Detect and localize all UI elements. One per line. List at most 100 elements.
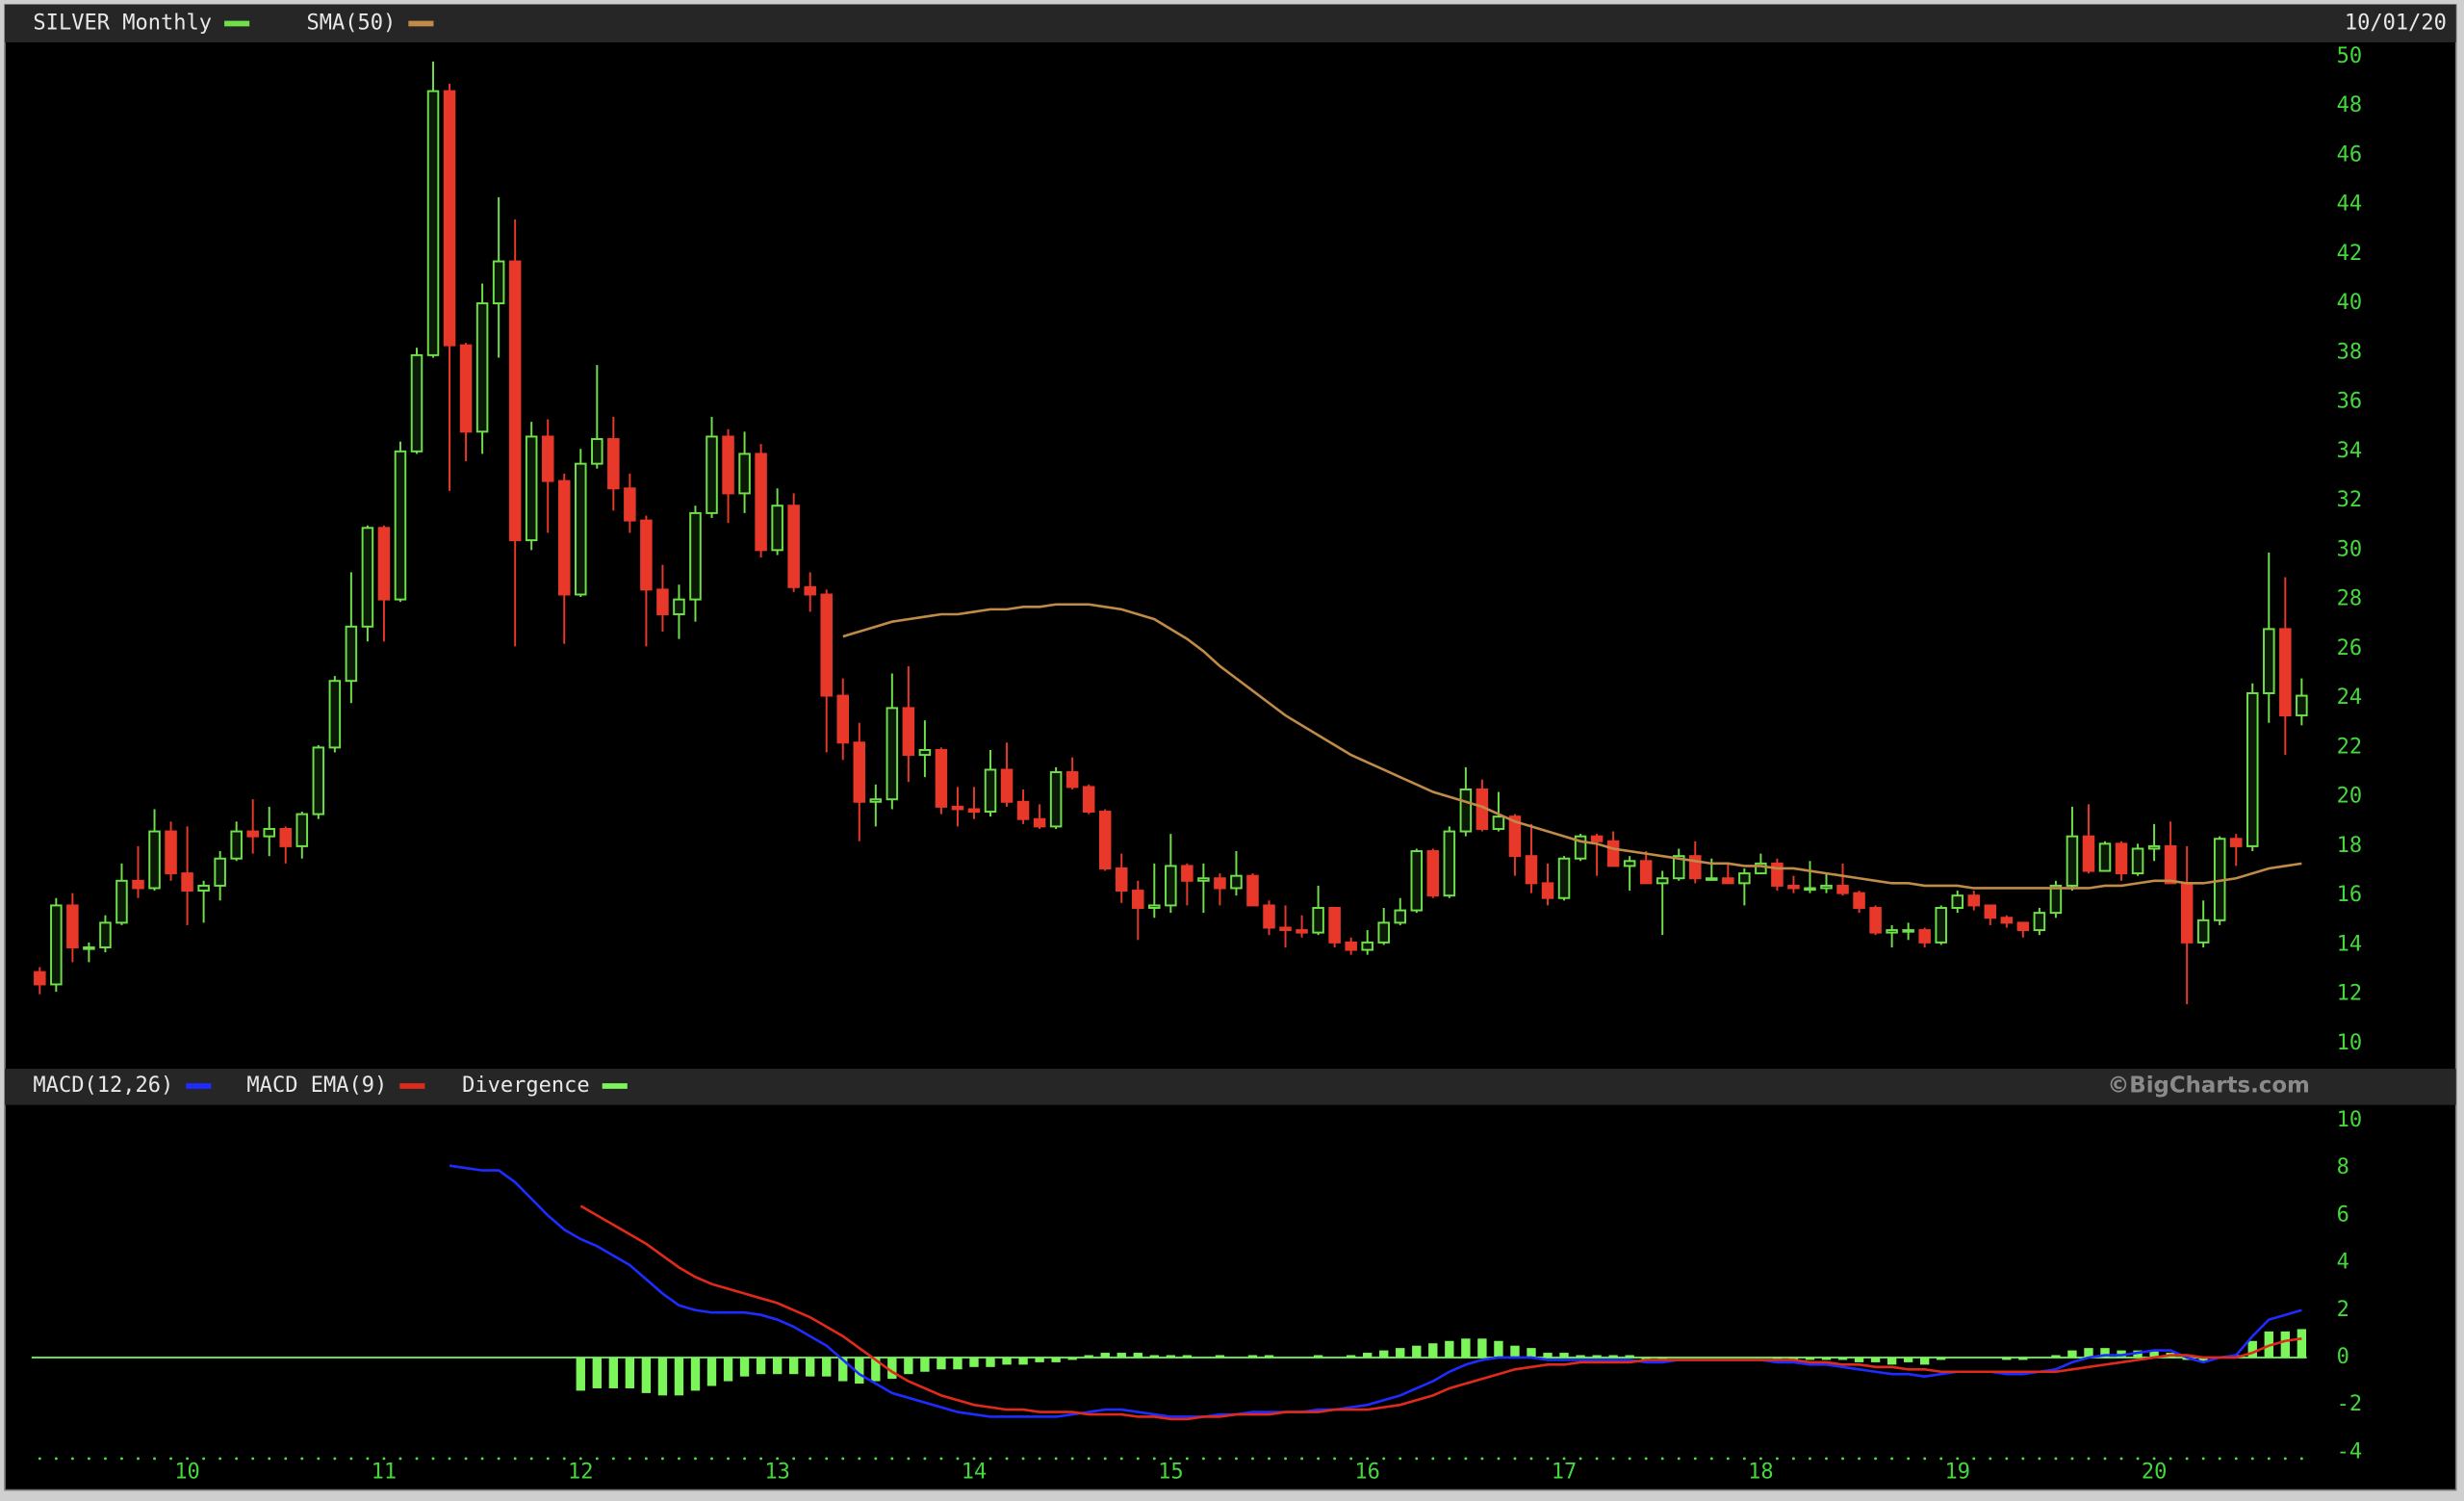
candle-body <box>1065 771 1079 789</box>
x-axis-dot <box>1349 1457 1353 1461</box>
x-tick-label: 11 <box>372 1461 398 1485</box>
candle-body <box>525 435 538 542</box>
x-axis-dot <box>874 1457 878 1461</box>
y-tick-label: 36 <box>2337 390 2363 414</box>
divergence-bar <box>1608 1355 1618 1358</box>
y-tick-label: 6 <box>2337 1203 2349 1227</box>
x-axis-dot <box>1168 1457 1172 1461</box>
divergence-bar <box>887 1357 897 1380</box>
chart-area <box>4 4 2457 1491</box>
candle-body <box>1214 877 1226 890</box>
candle-body <box>1230 874 1243 890</box>
x-axis-dot <box>448 1457 451 1461</box>
candle-body <box>246 830 259 838</box>
date-label: 10/01/20 <box>2345 11 2447 35</box>
candle-body <box>312 746 325 815</box>
candle-body <box>1918 929 1931 944</box>
divergence-bar <box>1559 1353 1569 1358</box>
y-tick-label: 40 <box>2337 291 2363 315</box>
candle-body <box>902 707 915 757</box>
candle-body <box>459 344 473 433</box>
x-axis-dot <box>1054 1457 1058 1461</box>
candle-body <box>1869 907 1882 934</box>
candle-body <box>1804 887 1816 892</box>
candle-body <box>869 798 883 803</box>
divergence-bar <box>838 1357 848 1382</box>
x-axis-dot <box>497 1457 500 1461</box>
x-axis-dot <box>1382 1457 1386 1461</box>
candle-body <box>1706 877 1718 881</box>
x-axis-dot <box>1628 1457 1631 1461</box>
x-axis-dot <box>2021 1457 2025 1461</box>
y-tick-label: 10 <box>2337 1031 2363 1055</box>
candle-body <box>1328 907 1341 944</box>
y-tick-label: 4 <box>2337 1251 2349 1275</box>
y-tick-label: 48 <box>2337 93 2363 117</box>
candle-body <box>1361 941 1373 951</box>
x-axis-dot <box>1300 1457 1304 1461</box>
divergence-bar <box>1346 1355 1356 1358</box>
x-axis-dot <box>1809 1457 1811 1461</box>
x-axis-dot <box>578 1457 582 1461</box>
x-axis-dot <box>1890 1457 1894 1461</box>
y-tick-label: 30 <box>2337 537 2363 561</box>
candle-body <box>771 505 783 552</box>
x-axis-dot <box>349 1457 353 1461</box>
x-axis-dot <box>1693 1457 1697 1461</box>
x-axis-dot <box>1660 1457 1664 1461</box>
x-axis-dot <box>923 1457 927 1461</box>
plot: 1012141618202224262830323436384042444648… <box>31 11 2363 1485</box>
y-tick-label: 28 <box>2337 587 2363 611</box>
x-axis-dot <box>202 1457 206 1461</box>
x-axis-dot <box>431 1457 435 1461</box>
candle-body <box>1508 815 1522 858</box>
x-axis-dot <box>366 1457 370 1461</box>
x-axis-dot <box>1578 1457 1582 1461</box>
divergence-bar <box>1903 1357 1913 1362</box>
candle-body <box>148 830 161 890</box>
candle-body <box>607 438 620 490</box>
x-axis-dot <box>464 1457 468 1461</box>
candle-body <box>2196 919 2210 944</box>
candle-body <box>1902 929 1914 933</box>
divergence-bar <box>1854 1357 1864 1362</box>
candle-body <box>443 90 456 347</box>
x-axis-dot <box>1907 1457 1911 1461</box>
legend-label: Divergence <box>462 1074 590 1098</box>
divergence-bar <box>788 1357 799 1375</box>
candle-body <box>2115 842 2128 875</box>
x-axis-dot <box>1038 1457 1041 1461</box>
divergence-bar <box>1870 1357 1881 1362</box>
y-tick-label: 8 <box>2337 1155 2349 1179</box>
candle-body <box>2082 835 2095 872</box>
divergence-bar <box>2067 1350 2077 1358</box>
x-axis-dot <box>398 1457 402 1461</box>
x-axis-dot <box>759 1457 763 1461</box>
x-axis-dot <box>1415 1457 1419 1461</box>
x-axis-dot <box>1021 1457 1025 1461</box>
x-axis-dot <box>825 1457 829 1461</box>
x-axis-dot <box>1448 1457 1451 1461</box>
candle-body <box>2246 692 2259 847</box>
legend-label: MACD EMA(9) <box>246 1074 387 1098</box>
candle-body <box>1459 788 1473 833</box>
divergence-bar <box>739 1357 750 1377</box>
candle-body <box>263 827 275 838</box>
candle-body <box>624 487 636 522</box>
candle-body <box>1296 929 1308 934</box>
legend-label: SILVER Monthly <box>33 11 212 35</box>
candle-body <box>328 680 342 749</box>
candle-body <box>1755 862 1767 875</box>
x-axis-dot <box>2152 1457 2156 1461</box>
x-axis-dot <box>1858 1457 1861 1461</box>
x-axis-dot <box>1529 1457 1533 1461</box>
x-axis-dot <box>1284 1457 1288 1461</box>
legend-label: SMA(50) <box>306 11 396 35</box>
y-tick-label: 26 <box>2337 636 2363 660</box>
candle-body <box>853 741 866 803</box>
x-axis-dot <box>1268 1457 1270 1461</box>
x-axis-dot <box>2283 1457 2287 1461</box>
candle-body <box>1722 877 1734 885</box>
candle-body <box>1033 817 1046 828</box>
